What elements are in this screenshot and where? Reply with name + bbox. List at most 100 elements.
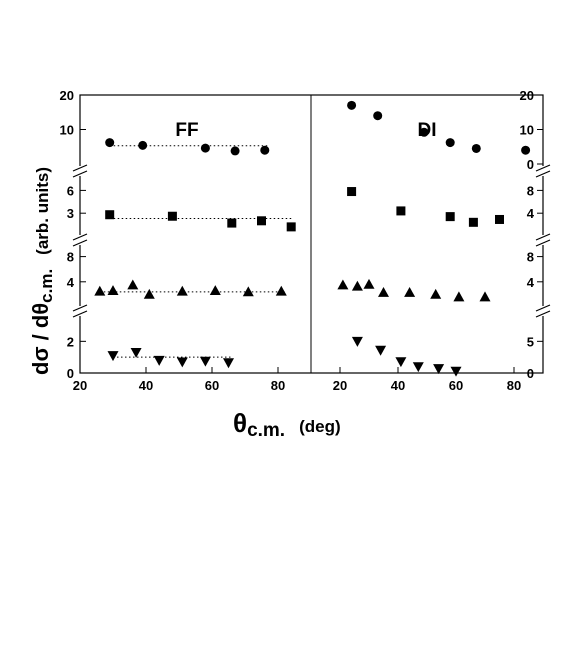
data-point-di-row0-1 <box>373 111 383 121</box>
data-point-di-row2-5 <box>430 288 442 299</box>
data-point-di-row2-0 <box>337 279 349 290</box>
data-point-di-row2-3 <box>378 287 389 297</box>
data-point-di-row1-4 <box>495 214 504 224</box>
axis-break-slash-1-2-1 <box>535 310 551 318</box>
x-tick-label-di-40: 40 <box>391 378 405 393</box>
x-tick-label-di-20: 20 <box>333 378 347 393</box>
data-point-ff-row3-3 <box>176 357 188 368</box>
data-point-di-row0-0 <box>347 100 357 110</box>
data-point-di-row3-3 <box>412 362 424 373</box>
data-point-ff-row1-2 <box>227 218 237 228</box>
y-tick-label-ff-row0-10: 10 <box>60 123 74 138</box>
data-point-ff-row2-2 <box>127 279 139 290</box>
data-point-di-row3-0 <box>351 336 363 347</box>
y-tick-label-ff-row3-2: 2 <box>67 334 74 349</box>
y-tick-label-ff-row2-8: 8 <box>67 250 74 265</box>
y-tick-label-di-row2-8: 8 <box>527 250 534 265</box>
axis-break-slash-0-1-1 <box>72 239 88 247</box>
axis-break-slash-0-2-1 <box>72 310 88 318</box>
axis-break-marks <box>72 164 551 318</box>
data-point-ff-row1-1 <box>167 211 177 221</box>
data-point-ff-row0-3 <box>230 146 240 156</box>
y-tick-label-di-row0-20: 20 <box>520 88 534 103</box>
data-point-ff-row1-4 <box>286 222 296 232</box>
data-point-di-row2-7 <box>479 291 491 302</box>
axis-break-slash-1-0-1 <box>535 170 551 178</box>
x-tick-label-ff-60: 60 <box>205 378 219 393</box>
data-point-ff-row0-4 <box>260 145 270 155</box>
data-point-di-row0-4 <box>471 143 481 153</box>
y-tick-label-di-row1-4: 4 <box>527 206 535 221</box>
data-point-ff-row3-2 <box>153 355 165 366</box>
data-point-ff-row2-1 <box>107 285 119 296</box>
data-point-ff-row3-1 <box>130 348 142 358</box>
data-point-ff-row0-0 <box>105 138 115 148</box>
x-tick-label-di-60: 60 <box>449 378 463 393</box>
axis-break-gap-1-0 <box>537 166 549 176</box>
axis-break-slash-0-0-1 <box>72 170 88 178</box>
x-axis-title-sub: c.m. <box>247 420 285 441</box>
axis-break-slash-1-1-0 <box>535 233 551 241</box>
data-point-di-row2-2 <box>363 278 375 289</box>
data-point-ff-row3-5 <box>223 358 234 369</box>
data-point-di-row1-3 <box>468 217 478 227</box>
data-point-ff-row2-6 <box>242 286 254 297</box>
x-axis-title-unit: (deg) <box>299 417 341 436</box>
data-point-di-row2-4 <box>404 287 416 297</box>
data-point-ff-row3-0 <box>107 351 119 362</box>
y-tick-label-ff-row2-4: 4 <box>67 275 75 290</box>
x-tick-label-di-80: 80 <box>507 378 521 393</box>
axis-break-gap-0-1 <box>74 235 86 245</box>
data-point-ff-row2-7 <box>275 285 287 296</box>
x-tick-label-ff-20: 20 <box>73 378 87 393</box>
y-tick-label-ff-row3-0: 0 <box>67 366 74 381</box>
axis-break-gap-0-0 <box>74 166 86 176</box>
axis-break-gap-0-2 <box>74 306 86 316</box>
data-point-di-row0-5 <box>521 145 531 155</box>
data-point-ff-row1-3 <box>257 216 266 226</box>
y-tick-label-di-row0-0: 0 <box>527 157 534 172</box>
data-marks <box>94 100 531 377</box>
axis-break-slash-0-2-0 <box>72 304 88 312</box>
data-point-ff-row2-3 <box>143 288 155 299</box>
data-point-ff-row0-2 <box>200 143 210 153</box>
y-tick-label-di-row0-10: 10 <box>520 123 534 138</box>
x-axis-title: θc.m. (deg) <box>233 408 341 441</box>
x-tick-label-ff-40: 40 <box>139 378 153 393</box>
y-tick-label-di-row1-8: 8 <box>527 183 534 198</box>
panel-title-di: DI <box>418 120 437 141</box>
y-tick-label-di-row3-0: 0 <box>527 366 534 381</box>
data-point-di-row2-1 <box>351 280 363 291</box>
data-point-di-row0-2 <box>419 127 429 137</box>
data-point-ff-row3-4 <box>199 356 211 367</box>
data-point-di-row3-1 <box>375 345 387 356</box>
axis-break-gap-1-2 <box>537 306 549 316</box>
x-axis-title-main: θ <box>233 408 247 438</box>
data-point-di-row1-2 <box>445 212 455 222</box>
y-axis-title-unit: (arb. units) <box>33 167 52 255</box>
axis-break-slash-1-1-1 <box>535 239 551 247</box>
y-tick-label-ff-row0-20: 20 <box>60 88 74 103</box>
axis-break-slash-0-0-0 <box>72 164 88 172</box>
y-axis-title: dσ / dθc.m. (arb. units) <box>28 167 56 375</box>
y-axis-title-main: dσ / dθ <box>28 303 53 375</box>
data-point-ff-row2-5 <box>209 285 221 296</box>
data-point-di-row0-3 <box>445 138 455 148</box>
y-tick-label-di-row3-5: 5 <box>527 334 534 349</box>
data-point-di-row1-1 <box>396 206 406 216</box>
plot-frame <box>79 94 544 374</box>
data-point-di-row2-6 <box>453 291 465 302</box>
data-point-ff-row0-1 <box>138 140 148 150</box>
x-tick-label-ff-80: 80 <box>271 378 285 393</box>
axis-break-gap-1-1 <box>537 235 549 245</box>
y-axis-title-sub: c.m. <box>37 269 56 303</box>
data-point-di-row3-5 <box>450 366 462 377</box>
y-tick-label-ff-row1-3: 3 <box>67 206 74 221</box>
axis-break-slash-1-2-0 <box>535 304 551 312</box>
y-tick-label-ff-row1-6: 6 <box>67 183 74 198</box>
data-point-ff-row1-0 <box>105 210 115 220</box>
panel-title-ff: FF <box>175 120 198 141</box>
data-point-di-row3-2 <box>395 357 407 368</box>
y-tick-label-di-row2-4: 4 <box>527 275 535 290</box>
